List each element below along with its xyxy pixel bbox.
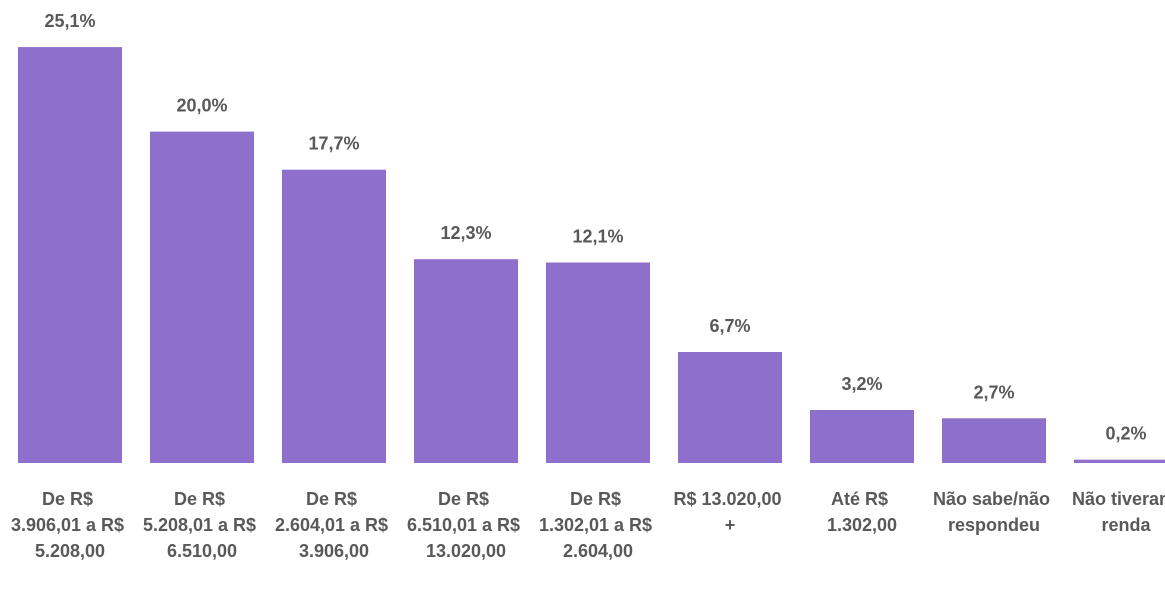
x-tick-label: De R$ 5.208,01 a R$ 6.510,00 bbox=[143, 489, 261, 561]
x-tick-label: Até R$ 1.302,00 bbox=[827, 489, 897, 535]
bar bbox=[810, 409, 914, 463]
data-label: 0,2% bbox=[1105, 424, 1146, 444]
data-label: 12,1% bbox=[572, 227, 623, 247]
x-tick-label: De R$ 6.510,01 a R$ 13.020,00 bbox=[407, 489, 525, 561]
bar bbox=[18, 47, 122, 464]
x-tick-label: De R$ 2.604,01 a R$ 3.906,00 bbox=[275, 489, 393, 561]
bar bbox=[282, 169, 386, 463]
x-tick-label: De R$ 1.302,01 a R$ 2.604,00 bbox=[539, 489, 657, 561]
bar bbox=[150, 131, 254, 463]
data-label: 6,7% bbox=[709, 316, 750, 336]
bar bbox=[942, 418, 1046, 463]
data-label: 12,3% bbox=[440, 223, 491, 243]
x-tick-label: Não sabe/não respondeu bbox=[933, 489, 1055, 535]
data-label: 2,7% bbox=[973, 382, 1014, 402]
x-tick-label: R$ 13.020,00 + bbox=[673, 489, 786, 535]
data-label: 25,1% bbox=[44, 11, 95, 31]
data-label: 20,0% bbox=[176, 96, 227, 116]
x-tick-label: Não tiveram renda bbox=[1072, 489, 1165, 535]
x-tick-label: De R$ 3.906,01 a R$ 5.208,00 bbox=[11, 489, 129, 561]
bar bbox=[678, 351, 782, 463]
data-label: 17,7% bbox=[308, 134, 359, 154]
data-label: 3,2% bbox=[841, 374, 882, 394]
bar bbox=[414, 259, 518, 463]
bar bbox=[546, 262, 650, 463]
bar bbox=[1074, 459, 1165, 463]
